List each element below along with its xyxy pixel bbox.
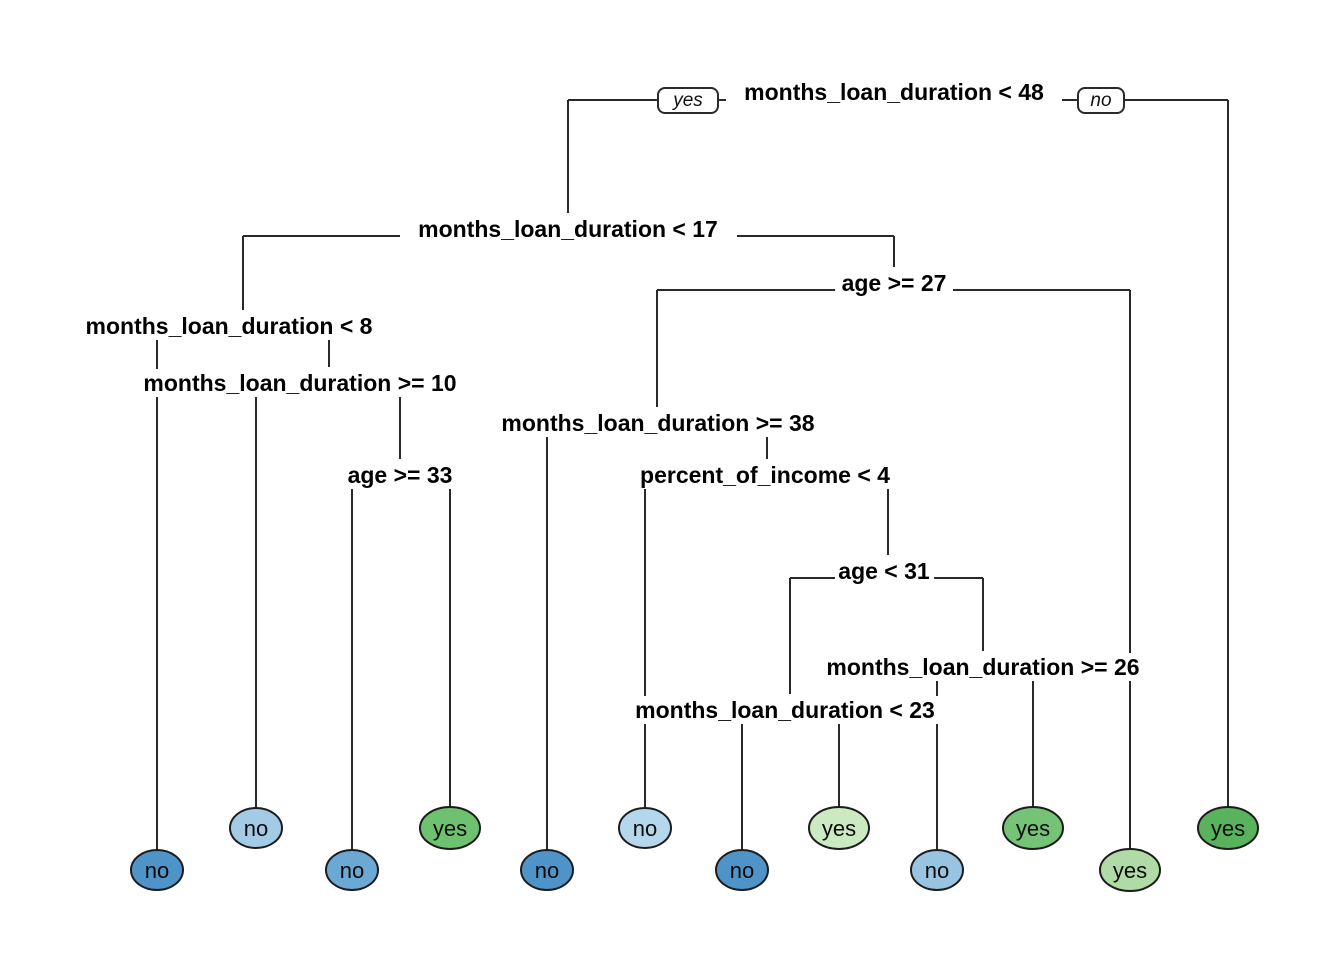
edge-label-text: yes [671, 90, 703, 111]
leaf-node-1: no [130, 849, 184, 891]
label-background [400, 215, 737, 243]
leaf-label: no [340, 858, 364, 883]
leaf-label: no [535, 858, 559, 883]
split-node-age-ge-27: age >= 27 [835, 269, 953, 297]
split-label: months_loan_duration < 8 [86, 313, 373, 339]
edge-label-box [657, 87, 719, 114]
label-background [482, 409, 835, 437]
leaf-label: yes [433, 816, 467, 841]
leaf-label: no [244, 816, 268, 841]
leaf-node-5: no [520, 849, 574, 891]
leaf-node-10: yes [1002, 806, 1064, 850]
leaf-label: no [145, 858, 169, 883]
split-label: months_loan_duration >= 10 [143, 370, 456, 396]
leaf-ellipse [325, 849, 379, 891]
leaf-label: no [730, 858, 754, 883]
edge-label-yes: yes [657, 87, 719, 114]
leaf-label: yes [1211, 816, 1245, 841]
split-label: age < 31 [838, 558, 930, 584]
leaf-label: no [925, 858, 949, 883]
leaf-node-12: yes [1197, 806, 1259, 850]
split-node-duration-ge-38: months_loan_duration >= 38 [482, 409, 835, 437]
split-label: age >= 27 [842, 270, 947, 296]
label-background [78, 312, 380, 340]
edge-label-text: no [1090, 90, 1111, 111]
split-label: percent_of_income < 4 [640, 462, 890, 488]
split-node-age-lt-31: age < 31 [835, 557, 934, 585]
leaf-label: yes [822, 816, 856, 841]
leaf-ellipse [618, 807, 672, 849]
leaf-node-9: no [910, 849, 964, 891]
leaf-label: yes [1016, 816, 1050, 841]
leaf-node-6: no [618, 807, 672, 849]
leaf-ellipse [229, 807, 283, 849]
split-node-duration-lt-8: months_loan_duration < 8 [78, 312, 380, 340]
leaf-label: no [633, 816, 657, 841]
label-background [341, 461, 459, 489]
label-background [726, 78, 1062, 106]
split-node-duration-lt-17: months_loan_duration < 17 [400, 215, 737, 243]
leaf-ellipse [1197, 806, 1259, 850]
leaf-ellipse [910, 849, 964, 891]
split-label: months_loan_duration < 17 [418, 216, 718, 242]
split-node-duration-lt-23: months_loan_duration < 23 [622, 696, 948, 724]
leaf-ellipse [1002, 806, 1064, 850]
leaf-label: yes [1113, 858, 1147, 883]
leaf-node-4: yes [419, 806, 481, 850]
leaf-ellipse [130, 849, 184, 891]
leaf-node-11: yes [1099, 848, 1161, 892]
split-label: months_loan_duration < 23 [635, 697, 935, 723]
leaf-node-8: yes [808, 806, 870, 850]
leaf-node-3: no [325, 849, 379, 891]
split-node-age-ge-33: age >= 33 [341, 461, 459, 489]
edge-label-box [1077, 87, 1125, 114]
leaf-ellipse [419, 806, 481, 850]
split-node-duration-ge-26: months_loan_duration >= 26 [810, 653, 1157, 681]
leaf-ellipse [715, 849, 769, 891]
split-label: months_loan_duration >= 38 [501, 410, 814, 436]
split-label: months_loan_duration < 48 [744, 79, 1044, 105]
leaf-node-7: no [715, 849, 769, 891]
split-label: age >= 33 [348, 462, 453, 488]
leaf-node-2: no [229, 807, 283, 849]
split-node-percent-of-income-lt-4: percent_of_income < 4 [627, 461, 904, 489]
label-background [130, 369, 470, 397]
split-label: months_loan_duration >= 26 [826, 654, 1139, 680]
label-background [810, 653, 1157, 681]
label-background [835, 557, 934, 585]
leaf-ellipse [520, 849, 574, 891]
split-node-root: months_loan_duration < 48 [726, 78, 1062, 106]
edge-label-no: no [1077, 87, 1125, 114]
label-background [622, 696, 948, 724]
split-node-duration-ge-10: months_loan_duration >= 10 [130, 369, 470, 397]
label-background [835, 269, 953, 297]
leaf-ellipse [1099, 848, 1161, 892]
leaf-ellipse [808, 806, 870, 850]
label-background [627, 461, 904, 489]
